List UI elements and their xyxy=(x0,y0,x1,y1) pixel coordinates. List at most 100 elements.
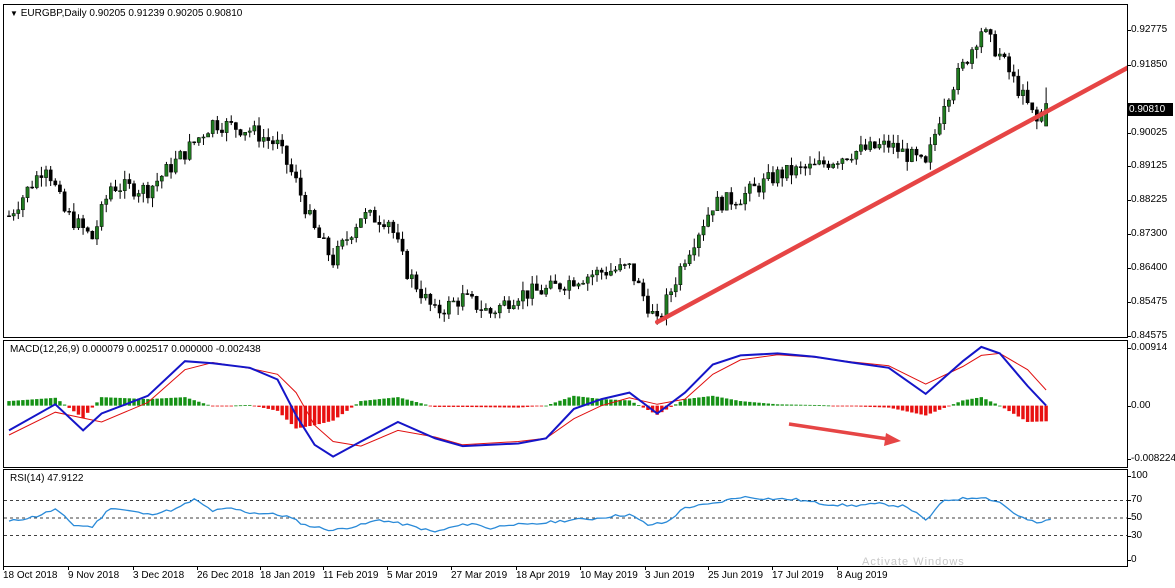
bull-candle xyxy=(979,31,984,48)
price-tick-label: 0.91850 xyxy=(1131,58,1168,70)
macd-tick-label-tick xyxy=(1127,459,1131,461)
macd-histogram-bar xyxy=(817,405,821,406)
bear-candle xyxy=(479,309,484,311)
price-tick-label: 0.86400 xyxy=(1131,261,1168,273)
activate-windows-watermark: Activate Windows xyxy=(862,556,965,568)
bull-candle xyxy=(724,192,729,211)
macd-histogram-bar xyxy=(1039,405,1044,422)
bull-candle xyxy=(359,218,363,228)
macd-histogram-bar xyxy=(729,399,733,406)
macd-histogram-bar xyxy=(789,404,794,406)
bear-candle xyxy=(474,296,479,310)
bull-candle xyxy=(817,160,822,165)
price-title-text: EURGBP,Daily 0.90205 0.91239 0.90205 0.9… xyxy=(20,8,243,19)
macd-histogram-bar xyxy=(48,398,53,406)
macd-histogram-bar xyxy=(447,405,451,407)
macd-histogram-bar xyxy=(849,405,854,407)
macd-histogram-bar xyxy=(873,405,877,408)
macd-histogram-bar xyxy=(377,399,382,406)
macd-histogram-bar xyxy=(1030,405,1034,422)
bear-candle xyxy=(85,227,90,232)
bear-candle xyxy=(798,166,803,168)
time-tick-label: 18 Apr 2019 xyxy=(516,570,570,581)
rsi-tick-label: 0 xyxy=(1131,554,1137,565)
price-tick-label: 0.92775 xyxy=(1131,24,1168,36)
bull-candle xyxy=(840,158,845,164)
macd-histogram-bar xyxy=(942,405,946,408)
price-chart-svg xyxy=(7,27,1127,326)
macd-histogram-bar xyxy=(349,405,354,408)
macd-histogram-bar xyxy=(160,398,164,406)
bear-candle xyxy=(414,274,419,290)
signal-line xyxy=(8,352,1047,447)
bull-candle xyxy=(706,214,710,227)
macd-histogram-bar xyxy=(507,405,511,408)
bear-candle xyxy=(433,304,437,306)
rsi-tick-label-tick xyxy=(1127,518,1131,519)
bull-candle xyxy=(761,178,766,193)
time-tick xyxy=(387,566,388,570)
bull-candle xyxy=(835,163,840,165)
macd-histogram-bar xyxy=(891,405,896,409)
macd-histogram-bar xyxy=(173,397,178,406)
bear-candle xyxy=(312,210,317,228)
bull-candle xyxy=(159,175,164,182)
macd-tick-label: 0.00 xyxy=(1131,399,1151,411)
bull-candle xyxy=(928,144,933,163)
macd-histogram-bar xyxy=(215,405,220,407)
bull-candle xyxy=(530,283,535,299)
macd-tick-label-tick xyxy=(1127,348,1131,349)
macd-histogram-bar xyxy=(456,405,460,407)
macd-histogram-bar xyxy=(924,405,928,416)
bear-candle xyxy=(914,148,919,156)
rsi-tick-label: 50 xyxy=(1131,512,1143,523)
macd-histogram-bar xyxy=(312,405,317,426)
macd-histogram-bar xyxy=(285,405,289,420)
price-pane[interactable]: ▼ EURGBP,Daily 0.90205 0.91239 0.90205 0… xyxy=(3,4,1128,338)
bear-candle xyxy=(7,215,11,218)
macd-histogram-bar xyxy=(76,405,81,415)
bear-candle xyxy=(405,250,410,279)
macd-histogram-bar xyxy=(252,405,257,407)
rsi-tick-label: 30 xyxy=(1131,529,1143,541)
bull-candle xyxy=(775,169,780,184)
rsi-pane[interactable]: RSI(14) 47.9122 xyxy=(3,469,1128,567)
macd-histogram-bar xyxy=(567,397,571,406)
price-tick-label-tick xyxy=(1127,302,1131,304)
bull-candle xyxy=(99,204,104,227)
bull-candle xyxy=(122,179,127,191)
bull-candle xyxy=(521,290,525,302)
macd-histogram-bar xyxy=(1016,405,1021,417)
bull-candle xyxy=(460,293,465,307)
bear-candle xyxy=(558,283,562,290)
collapse-triangle-icon[interactable]: ▼ xyxy=(10,9,18,18)
macd-histogram-bar xyxy=(16,400,20,406)
bear-candle xyxy=(993,34,998,57)
macd-histogram-bar xyxy=(808,404,812,406)
rsi-tick-label-tick xyxy=(1127,535,1131,537)
bear-candle xyxy=(886,140,891,148)
macd-histogram-bar xyxy=(799,404,803,406)
macd-histogram-bar xyxy=(164,398,169,406)
macd-pane[interactable]: MACD(12,26,9) 0.000079 0.002517 0.000000… xyxy=(3,340,1128,468)
bear-candle xyxy=(53,180,58,186)
macd-histogram-bar xyxy=(683,399,687,406)
bull-candle xyxy=(409,274,414,279)
bear-candle xyxy=(280,139,285,147)
macd-histogram-bar xyxy=(104,397,108,406)
bull-candle xyxy=(849,158,854,161)
macd-histogram-bar xyxy=(979,397,983,406)
bear-candle xyxy=(752,183,757,187)
bull-candle xyxy=(201,136,206,139)
bear-candle xyxy=(572,280,576,287)
bull-candle xyxy=(877,144,882,149)
macd-histogram-bar xyxy=(706,396,710,406)
macd-histogram-bar xyxy=(109,397,113,406)
bull-candle xyxy=(673,284,678,293)
macd-histogram-bar xyxy=(734,400,738,406)
bull-candle xyxy=(335,245,340,266)
macd-histogram-bar xyxy=(201,403,206,406)
macd-histogram-bar xyxy=(58,401,62,406)
macd-histogram-bar xyxy=(424,404,428,406)
macd-histogram-bar xyxy=(359,401,363,406)
